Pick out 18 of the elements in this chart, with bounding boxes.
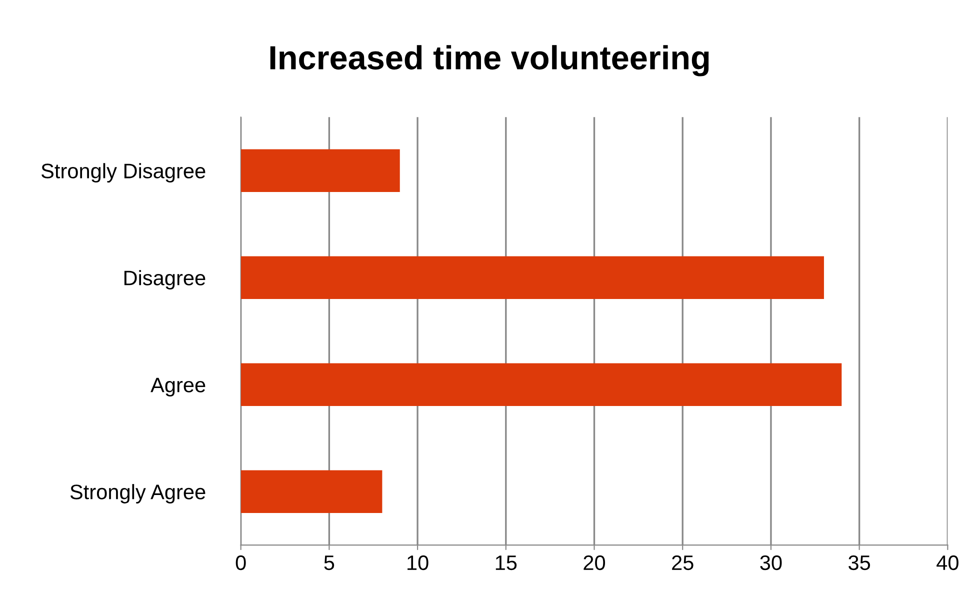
x-tick-label: 20 bbox=[584, 555, 606, 570]
y-tick-label: Agree bbox=[150, 378, 206, 396]
y-tick-label: Strongly Agree bbox=[70, 484, 206, 504]
x-tick-label: 10 bbox=[408, 555, 428, 570]
x-tick-label: 5 bbox=[324, 556, 334, 570]
y-tick-label: Strongly Disagree bbox=[41, 163, 206, 183]
bar bbox=[240, 256, 824, 300]
x-tick-label: 40 bbox=[936, 555, 958, 570]
bar bbox=[240, 363, 842, 406]
x-tick-label: 35 bbox=[848, 555, 870, 570]
bar bbox=[240, 470, 382, 513]
chart-title: Increased time volunteering bbox=[270, 45, 709, 76]
x-tick-label: 25 bbox=[672, 555, 694, 570]
x-tick-label: 15 bbox=[496, 556, 517, 570]
x-tick-label: 0 bbox=[236, 555, 246, 570]
x-tick-label: 30 bbox=[760, 555, 782, 570]
y-tick-label: Disagree bbox=[124, 270, 206, 290]
bar bbox=[240, 149, 400, 192]
